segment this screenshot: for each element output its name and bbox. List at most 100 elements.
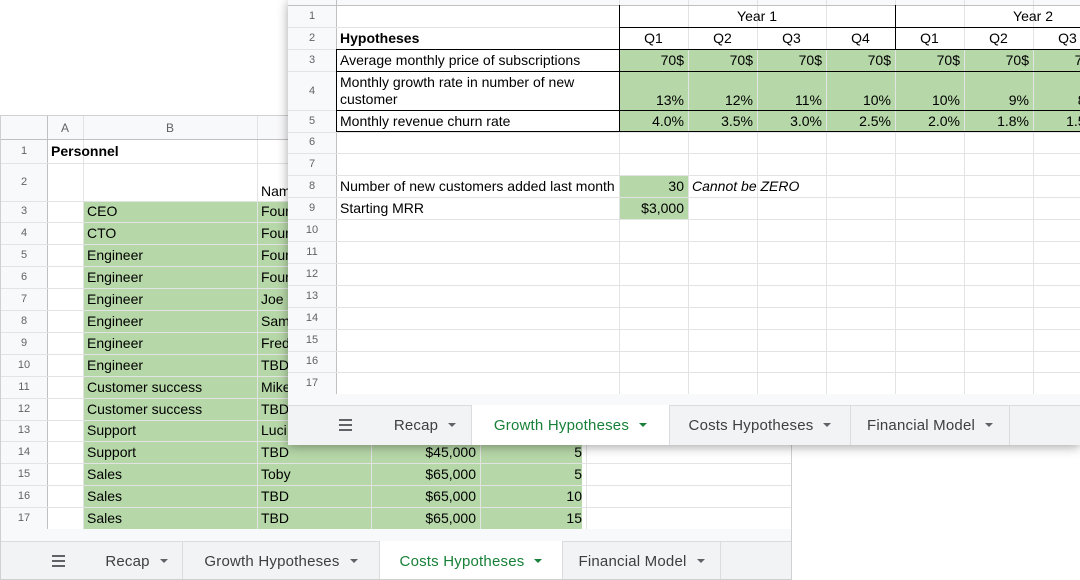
role: CTO	[87, 225, 117, 242]
row-number: 10	[17, 358, 31, 371]
tab-dropdown-arrow[interactable]	[823, 423, 832, 427]
quarter-header: Q4	[851, 30, 870, 46]
sheet-tab[interactable]: Financial Model	[563, 541, 721, 579]
sheet-tab-label[interactable]: Financial Model	[578, 552, 687, 570]
row-number: 4	[20, 227, 28, 240]
row-number: 15	[305, 333, 319, 346]
row-number: 2	[308, 32, 316, 44]
grid-line-h	[288, 262, 1080, 264]
year-header: Year 1	[737, 8, 777, 24]
sheet-tab[interactable]: Costs Hypotheses	[670, 405, 851, 445]
row-number: 11	[18, 380, 30, 393]
row-number: 12	[17, 402, 31, 415]
row-number: 12	[305, 267, 319, 280]
hypothesis-label: Monthly revenue churn rate	[340, 112, 511, 129]
sheet-tab-label[interactable]: Recap	[393, 416, 439, 434]
hypothesis-value: 1.5%	[1066, 112, 1080, 129]
quarter-header: Q1	[920, 30, 939, 46]
row-number: 8	[308, 180, 316, 193]
role: CEO	[87, 203, 118, 220]
hypothesis-value: 2.5%	[859, 112, 891, 129]
row-number: 1	[308, 10, 316, 22]
sheet-bottom-gap	[288, 394, 1080, 405]
role: Engineer	[87, 247, 144, 264]
row-number: 14	[305, 311, 319, 324]
sheet-tab-label[interactable]: Costs Hypotheses	[399, 552, 525, 570]
grid-line-v	[688, 0, 689, 395]
person-name: TBD	[261, 510, 289, 527]
row-number: 4	[308, 84, 316, 97]
sheet-tab[interactable]: Costs Hypotheses	[380, 541, 563, 579]
row-number: 17	[305, 377, 319, 390]
grid-line-h	[288, 175, 1080, 177]
role: Sales	[87, 466, 123, 483]
grid-line-h	[1, 485, 791, 487]
row-number: 6	[20, 271, 28, 284]
salary: $65,000	[425, 466, 476, 483]
headcount-value: 5	[574, 444, 582, 461]
sheet-tab-label[interactable]: Recap	[105, 552, 150, 570]
row-number: 16	[17, 490, 31, 503]
row-number: 3	[20, 205, 28, 218]
grid-line-v	[83, 116, 84, 529]
row-number: 14	[17, 446, 31, 459]
tab-dropdown-arrow[interactable]	[696, 559, 705, 563]
person-name: Foun	[261, 203, 293, 220]
row-number: 9	[308, 202, 316, 215]
sheet-tab-label[interactable]: Growth Hypotheses	[204, 552, 340, 570]
tab-bar-border	[288, 405, 1080, 406]
role: Engineer	[87, 269, 144, 286]
year-header: Year 2	[1013, 8, 1053, 24]
person-name: Sam	[261, 312, 290, 329]
input-value: $3,000	[641, 200, 684, 217]
row-number: 10	[305, 224, 319, 237]
sheet-tab[interactable]: Recap	[91, 541, 183, 579]
sheet-bottom-gap	[1, 529, 791, 541]
sheet-list-icon-bar	[52, 560, 65, 562]
border-h	[336, 110, 1080, 111]
sheet-tab[interactable]: Recap	[379, 405, 472, 445]
person-name: TBD	[261, 356, 289, 373]
person-name: TBD	[261, 444, 289, 461]
tab-dropdown-arrow[interactable]	[159, 559, 168, 563]
border-h	[336, 131, 1080, 132]
salary: $65,000	[425, 488, 476, 505]
sheet-tab[interactable]: Growth Hypotheses	[183, 541, 380, 579]
row-number: 13	[17, 424, 31, 437]
hypothesis-value: 1.8%	[997, 112, 1029, 129]
hypothesis-value: 13%	[655, 92, 684, 108]
role: Customer success	[87, 378, 203, 395]
person-name: Fred	[261, 334, 290, 351]
sheet-tab-label[interactable]: Costs Hypotheses	[688, 416, 814, 434]
tab-dropdown-arrow[interactable]	[349, 559, 358, 563]
hypothesis-label: Average monthly price of subscriptions	[340, 52, 581, 68]
tab-bar	[288, 405, 1080, 445]
row-header-bar	[1, 116, 47, 529]
hypothesis-value: 2.0%	[928, 112, 960, 129]
sheet-tab-label[interactable]: Financial Model	[866, 416, 976, 434]
quarter-header: Q2	[713, 30, 732, 46]
role: Support	[87, 422, 137, 439]
person-name: TBD	[261, 488, 289, 505]
column-title: Nam	[261, 182, 291, 199]
row-number: 13	[305, 289, 319, 302]
sheet-list-icon[interactable]	[339, 419, 352, 431]
tab-dropdown-arrow[interactable]	[534, 559, 543, 563]
sheet-tab[interactable]: Financial Model	[851, 405, 1010, 445]
hypothesis-value: 10%	[931, 92, 960, 108]
sheet-tab-label[interactable]: Growth Hypotheses	[493, 416, 630, 434]
sheet-list-icon[interactable]	[52, 555, 65, 567]
tab-dropdown-arrow[interactable]	[985, 423, 994, 427]
hypothesis-value: 9%	[1008, 92, 1029, 108]
border-v	[619, 5, 620, 131]
row-number: 1	[20, 145, 28, 157]
hypothesis-value: 8%	[1033, 71, 1080, 110]
input-label: Number of new customers added last month	[340, 178, 615, 195]
headcount-value: 5	[574, 466, 582, 483]
sheet-tab[interactable]: Growth Hypotheses	[472, 405, 670, 445]
salary: $65,000	[425, 510, 476, 527]
tab-dropdown-arrow[interactable]	[448, 423, 457, 427]
tab-dropdown-arrow[interactable]	[639, 423, 648, 427]
row-number: 15	[17, 468, 31, 481]
role: Engineer	[87, 312, 144, 329]
